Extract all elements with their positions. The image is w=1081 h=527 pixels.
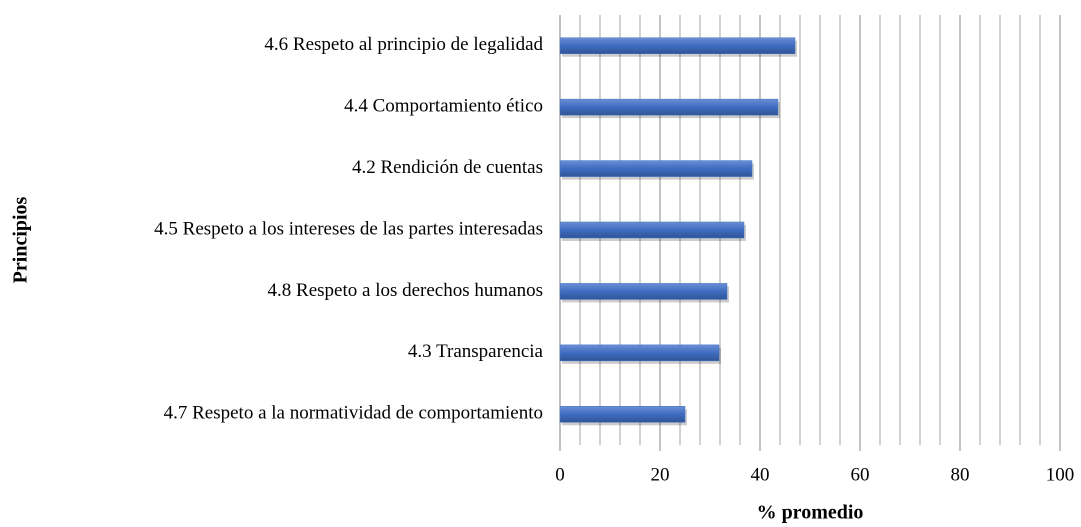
- x-tick-label: 60: [851, 464, 870, 485]
- x-tick-label: 20: [651, 464, 670, 485]
- x-tick-label: 0: [555, 464, 565, 485]
- x-tick-label: 100: [1046, 464, 1075, 485]
- x-axis-title: % promedio: [757, 502, 864, 524]
- bar: [559, 98, 779, 116]
- x-tick-label: 80: [951, 464, 970, 485]
- y-tick-label: 4.7 Respeto a la normatividad de comport…: [164, 403, 543, 424]
- y-tick-label: 4.6 Respeto al principio de legalidad: [264, 34, 543, 55]
- bar: [559, 37, 796, 54]
- y-tick-label: 4.4 Comportamiento ético: [344, 96, 543, 117]
- y-tick-label: 4.2 Rendición de cuentas: [352, 157, 543, 178]
- bar: [559, 344, 720, 362]
- y-tick-label: 4.8 Respeto a los derechos humanos: [268, 280, 543, 301]
- bar: [559, 160, 753, 177]
- bar: [559, 406, 686, 423]
- y-axis-title: Principios: [10, 196, 32, 283]
- y-tick-label: 4.3 Transparencia: [408, 341, 544, 362]
- x-tick-label: 40: [751, 464, 770, 485]
- y-tick-label: 4.5 Respeto a los intereses de las parte…: [154, 218, 543, 239]
- bar: [559, 221, 745, 239]
- bar: [559, 283, 728, 300]
